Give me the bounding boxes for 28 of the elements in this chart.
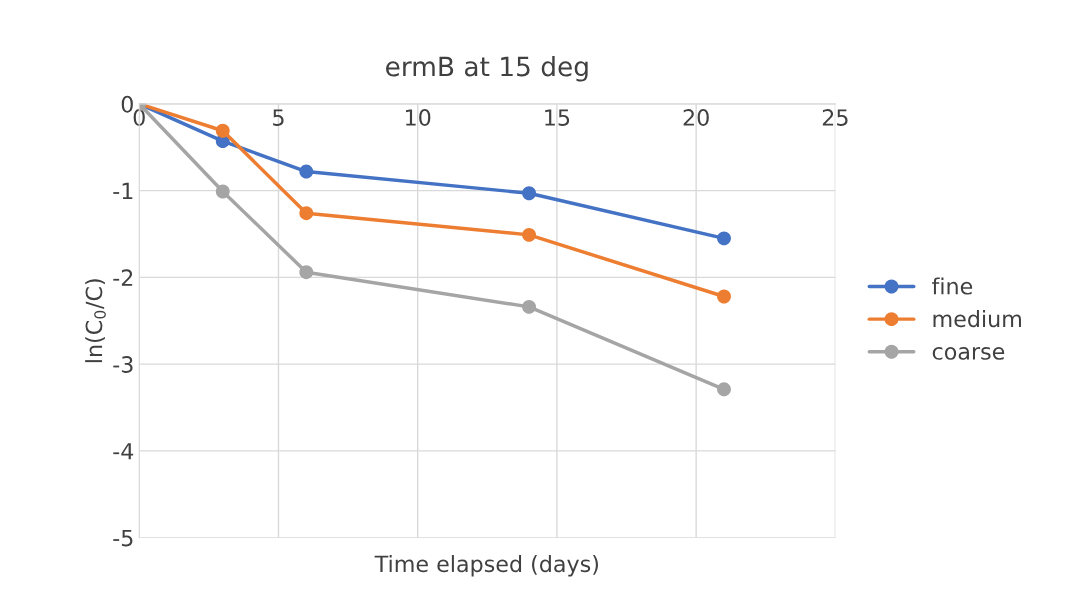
- y-tick-label: -2: [113, 269, 133, 286]
- point: [299, 206, 314, 221]
- point: [299, 265, 314, 280]
- x-tick-label: 20: [683, 109, 709, 126]
- chart-title: ermB at 15 deg: [386, 56, 588, 82]
- x-tick-label: 25: [822, 109, 848, 126]
- x-tick-label: 5: [273, 109, 284, 126]
- y-axis-title: ln(C$_{0}$/C): [85, 279, 106, 363]
- y-tick-label: 0: [121, 95, 133, 113]
- point: [522, 299, 537, 314]
- point: [717, 231, 731, 246]
- legend-label: coarse: [932, 347, 1005, 360]
- y-tick-label: -1: [113, 182, 133, 200]
- x-tick-label: 10: [405, 109, 431, 126]
- legend-label: medium: [933, 310, 1021, 328]
- point: [215, 123, 230, 138]
- y-tick-label: -3: [113, 356, 133, 373]
- point: [299, 164, 314, 179]
- point: [215, 184, 230, 199]
- point: [522, 227, 537, 242]
- point: [717, 289, 731, 304]
- x-axis-title: Time elapsed (days): [374, 555, 598, 577]
- point: [522, 186, 537, 201]
- x-tick-label: 15: [545, 109, 570, 126]
- y-tick-label: -4: [113, 443, 134, 460]
- point: [717, 382, 731, 397]
- legend-label: fine: [932, 277, 973, 295]
- y-tick-label: -5: [113, 529, 133, 547]
